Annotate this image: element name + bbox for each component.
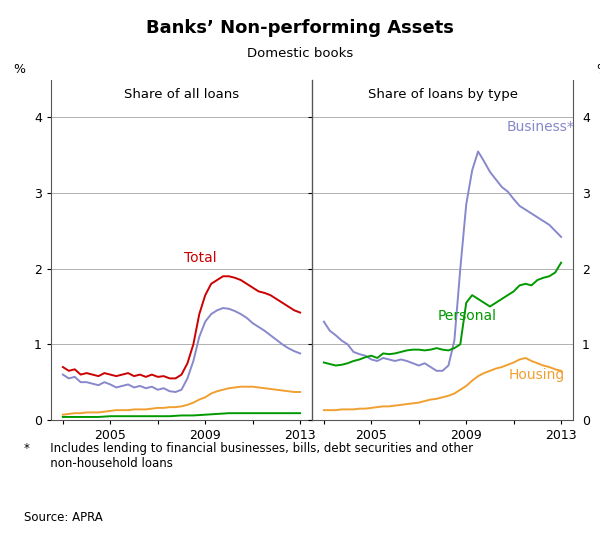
Text: *: * [24,442,30,455]
Text: Share of all loans: Share of all loans [124,88,239,101]
Text: Includes lending to financial businesses, bills, debt securities and other
   no: Includes lending to financial businesses… [39,442,473,470]
Text: Banks’ Non-performing Assets: Banks’ Non-performing Assets [146,19,454,37]
Text: Business*: Business* [506,120,574,134]
Text: %: % [596,63,600,76]
Text: %: % [13,63,25,76]
Text: Share of loans by type: Share of loans by type [367,88,517,101]
Text: Source: APRA: Source: APRA [24,511,103,524]
Text: Personal: Personal [438,309,497,323]
Text: Housing: Housing [509,368,565,382]
Text: Total: Total [184,251,217,265]
Text: Domestic books: Domestic books [247,47,353,60]
